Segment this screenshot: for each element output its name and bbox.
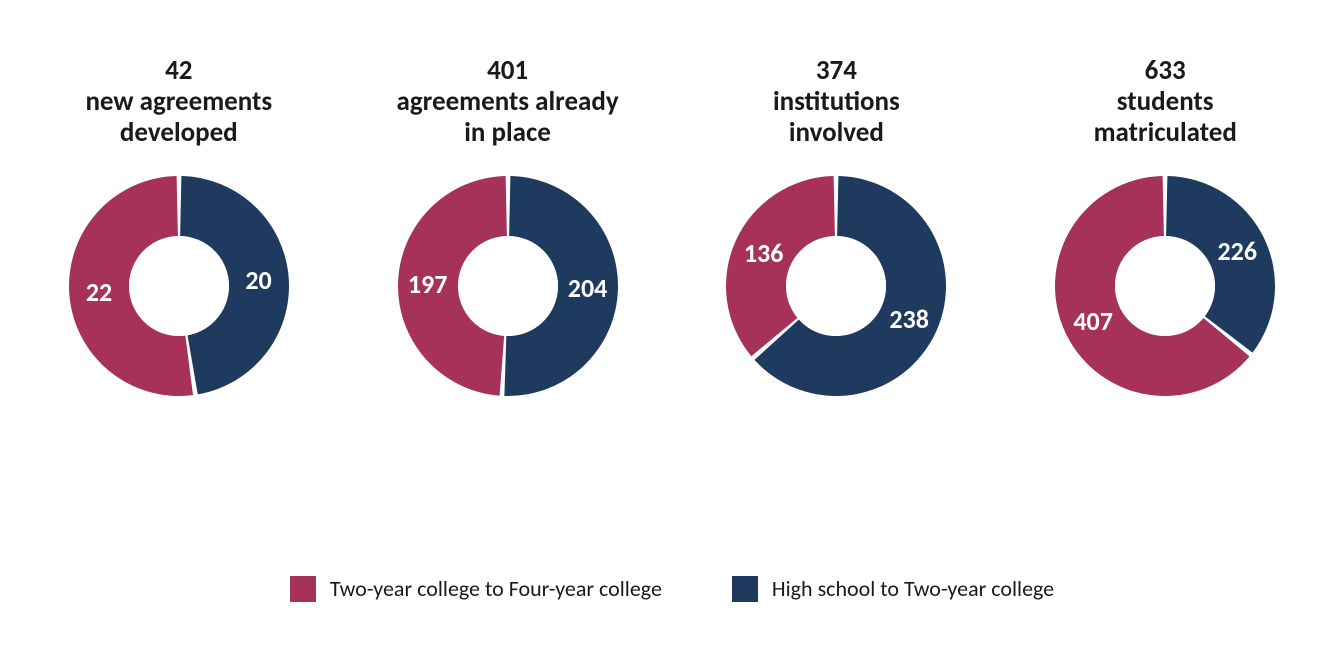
donut: 238136 — [726, 176, 946, 396]
legend-swatch — [732, 576, 758, 602]
charts-row: 42 new agreements developed 2022 401 agree… — [0, 0, 1344, 396]
chart-title: 633 students matriculated — [1094, 55, 1237, 148]
chart-institutions-involved: 374 institutions involved 238136 — [686, 55, 986, 396]
chart-title: 42 new agreements developed — [85, 55, 272, 148]
legend-item-a: Two-year college to Four-year college — [290, 575, 662, 602]
legend: Two-year college to Four-year college Hig… — [0, 575, 1344, 602]
chart-title: 374 institutions involved — [773, 55, 900, 148]
donut: 2022 — [69, 176, 289, 396]
chart-students-matriculated: 633 students matriculated 226407 — [1015, 55, 1315, 396]
chart-agreements-in-place: 401 agreements already in place 204197 — [358, 55, 658, 396]
chart-new-agreements: 42 new agreements developed 2022 — [29, 55, 329, 396]
donut: 226407 — [1055, 176, 1275, 396]
legend-swatch — [290, 576, 316, 602]
legend-item-b: High school to Two-year college — [732, 575, 1054, 602]
donut: 204197 — [398, 176, 618, 396]
legend-label: High school to Two-year college — [772, 575, 1054, 602]
chart-title: 401 agreements already in place — [397, 55, 619, 148]
legend-label: Two-year college to Four-year college — [330, 575, 662, 602]
infographic-root: 42 new agreements developed 2022 401 agree… — [0, 0, 1344, 672]
